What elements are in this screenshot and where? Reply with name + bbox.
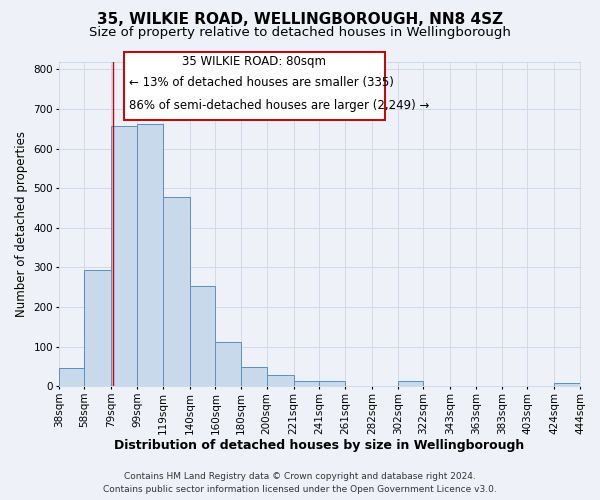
Bar: [398, 381, 424, 386]
Text: Contains HM Land Registry data © Crown copyright and database right 2024.
Contai: Contains HM Land Registry data © Crown c…: [103, 472, 497, 494]
Bar: [190, 286, 215, 386]
Bar: [241, 367, 267, 386]
Text: 86% of semi-detached houses are larger (2,249) →: 86% of semi-detached houses are larger (…: [129, 99, 430, 112]
Bar: [85, 270, 112, 386]
Bar: [319, 380, 345, 386]
Text: 35 WILKIE ROAD: 80sqm: 35 WILKIE ROAD: 80sqm: [182, 55, 326, 68]
Bar: [112, 126, 137, 386]
FancyBboxPatch shape: [124, 52, 385, 120]
Bar: [163, 198, 190, 386]
Text: ← 13% of detached houses are smaller (335): ← 13% of detached houses are smaller (33…: [129, 76, 394, 89]
Bar: [554, 384, 580, 386]
X-axis label: Distribution of detached houses by size in Wellingborough: Distribution of detached houses by size …: [114, 440, 524, 452]
Bar: [215, 342, 241, 386]
Text: Size of property relative to detached houses in Wellingborough: Size of property relative to detached ho…: [89, 26, 511, 39]
Bar: [293, 380, 319, 386]
Bar: [137, 124, 163, 386]
Y-axis label: Number of detached properties: Number of detached properties: [15, 131, 28, 317]
Bar: [267, 375, 293, 386]
Bar: [59, 368, 85, 386]
Text: 35, WILKIE ROAD, WELLINGBOROUGH, NN8 4SZ: 35, WILKIE ROAD, WELLINGBOROUGH, NN8 4SZ: [97, 12, 503, 28]
